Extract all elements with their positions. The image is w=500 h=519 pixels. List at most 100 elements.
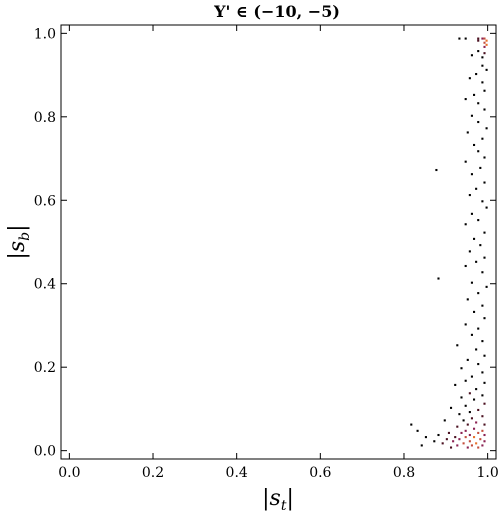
heatmap-cell (481, 64, 484, 67)
heatmap-cell (449, 406, 453, 409)
heatmap-cell (483, 433, 486, 437)
heatmap-cell (485, 285, 488, 288)
heatmap-cell (433, 440, 436, 443)
heatmap-cell (449, 446, 453, 449)
heatmap-cell (481, 394, 484, 397)
heatmap-cell (473, 143, 476, 147)
heatmap-cell (473, 427, 476, 430)
heatmap-cell (481, 415, 484, 418)
heatmap-cell (464, 160, 467, 163)
x-tick-label: 0.0 (58, 465, 80, 481)
heatmap-cell (416, 429, 419, 432)
x-axis-ticks: 0.0 0.2 0.4 0.6 0.8 1.0 (58, 25, 499, 481)
heatmap-cell (483, 52, 486, 55)
heatmap-cell (452, 440, 455, 443)
heatmap-cell (464, 429, 467, 432)
heatmap-cell (483, 231, 486, 234)
heatmap-cell (460, 367, 463, 370)
heatmap-cell (477, 431, 480, 434)
heatmap-cell (485, 43, 488, 46)
heatmap-cell (464, 98, 467, 101)
heatmap-cell (470, 375, 473, 378)
heatmap-cell (481, 429, 484, 432)
heatmap-cell (481, 81, 484, 84)
heatmap-cell (464, 404, 467, 407)
heatmap-cell (483, 381, 486, 384)
heatmap-cell (437, 277, 440, 280)
heatmap-cell (483, 440, 486, 443)
heatmap-cell (483, 256, 486, 259)
heatmap-cell (468, 411, 471, 414)
heatmap-cell (475, 388, 478, 391)
heatmap-cell (410, 423, 413, 426)
heatmap-cell (483, 45, 486, 48)
heatmap-cell (470, 54, 473, 57)
x-axis-label: |st| (262, 486, 294, 514)
y-axis-ticks: 0.0 0.2 0.4 0.6 0.8 1.0 (34, 26, 496, 460)
heatmap-cell (468, 77, 471, 80)
heatmap-cell (477, 446, 480, 449)
heatmap-cell (477, 408, 480, 412)
y-tick-label: 1.0 (34, 26, 56, 42)
heatmap-cell (483, 108, 486, 111)
heatmap-cell (466, 423, 469, 426)
heatmap-cell (456, 444, 459, 447)
heatmap-cell (477, 120, 480, 124)
heatmap-cell (483, 41, 486, 44)
heatmap-cell (468, 392, 471, 395)
heatmap-cell (468, 194, 471, 197)
heatmap-cell (420, 444, 423, 447)
heatmap-cell (458, 438, 461, 441)
heatmap-cell (464, 264, 467, 268)
heatmap-cell (475, 187, 478, 190)
heatmap-cell (468, 440, 471, 443)
heatmap-cell (458, 413, 461, 416)
heatmap-cell (479, 244, 482, 247)
heatmap-cell (468, 250, 471, 253)
heatmap-cell (477, 327, 480, 330)
y-tick-label: 0.8 (34, 110, 56, 126)
plot-frame (60, 24, 497, 460)
heatmap-cells (410, 37, 488, 449)
heatmap-cell (470, 333, 473, 336)
heatmap-cell (443, 419, 446, 422)
heatmap-cell (481, 371, 484, 374)
y-tick-label: 0.0 (34, 444, 56, 460)
heatmap-cell (458, 37, 461, 40)
heatmap-cell (466, 446, 469, 449)
chart-title: Υ' ∈ (−10, −5) (213, 2, 340, 21)
heatmap-cell (473, 436, 476, 439)
heatmap-cell (470, 173, 473, 176)
heatmap-cell (475, 72, 478, 76)
heatmap-cell (481, 340, 484, 343)
heatmap-cell (456, 425, 459, 428)
heatmap-cell (477, 363, 480, 366)
heatmap-cell (483, 181, 486, 184)
heatmap-cell (479, 438, 482, 441)
heatmap-cell (475, 348, 478, 351)
x-tick-label: 0.8 (393, 465, 415, 481)
heatmap-cell (470, 417, 473, 420)
heatmap-cell (485, 68, 488, 71)
heatmap-cell (473, 237, 476, 240)
heatmap-cell (483, 37, 486, 40)
heatmap-cell (464, 379, 467, 382)
heatmap-cell (485, 39, 488, 42)
heatmap-cell (481, 37, 484, 40)
heatmap-cell (454, 383, 457, 386)
heatmap-cell (466, 298, 469, 301)
heatmap-cell (470, 114, 473, 117)
heatmap-cell (481, 271, 484, 274)
heatmap-cell (460, 396, 463, 399)
heatmap-cell (481, 137, 484, 140)
y-tick-label: 0.6 (34, 193, 56, 209)
heatmap-cell (483, 156, 486, 159)
heatmap-cell (483, 317, 486, 320)
x-tick-label: 0.6 (309, 465, 331, 481)
heatmap-cell (481, 56, 484, 59)
heatmap-cell (470, 212, 473, 215)
y-axis-label: |sb| (5, 224, 33, 259)
x-tick-label: 1.0 (477, 465, 499, 481)
heatmap-cell (445, 438, 448, 441)
heatmap-cell (424, 436, 427, 439)
